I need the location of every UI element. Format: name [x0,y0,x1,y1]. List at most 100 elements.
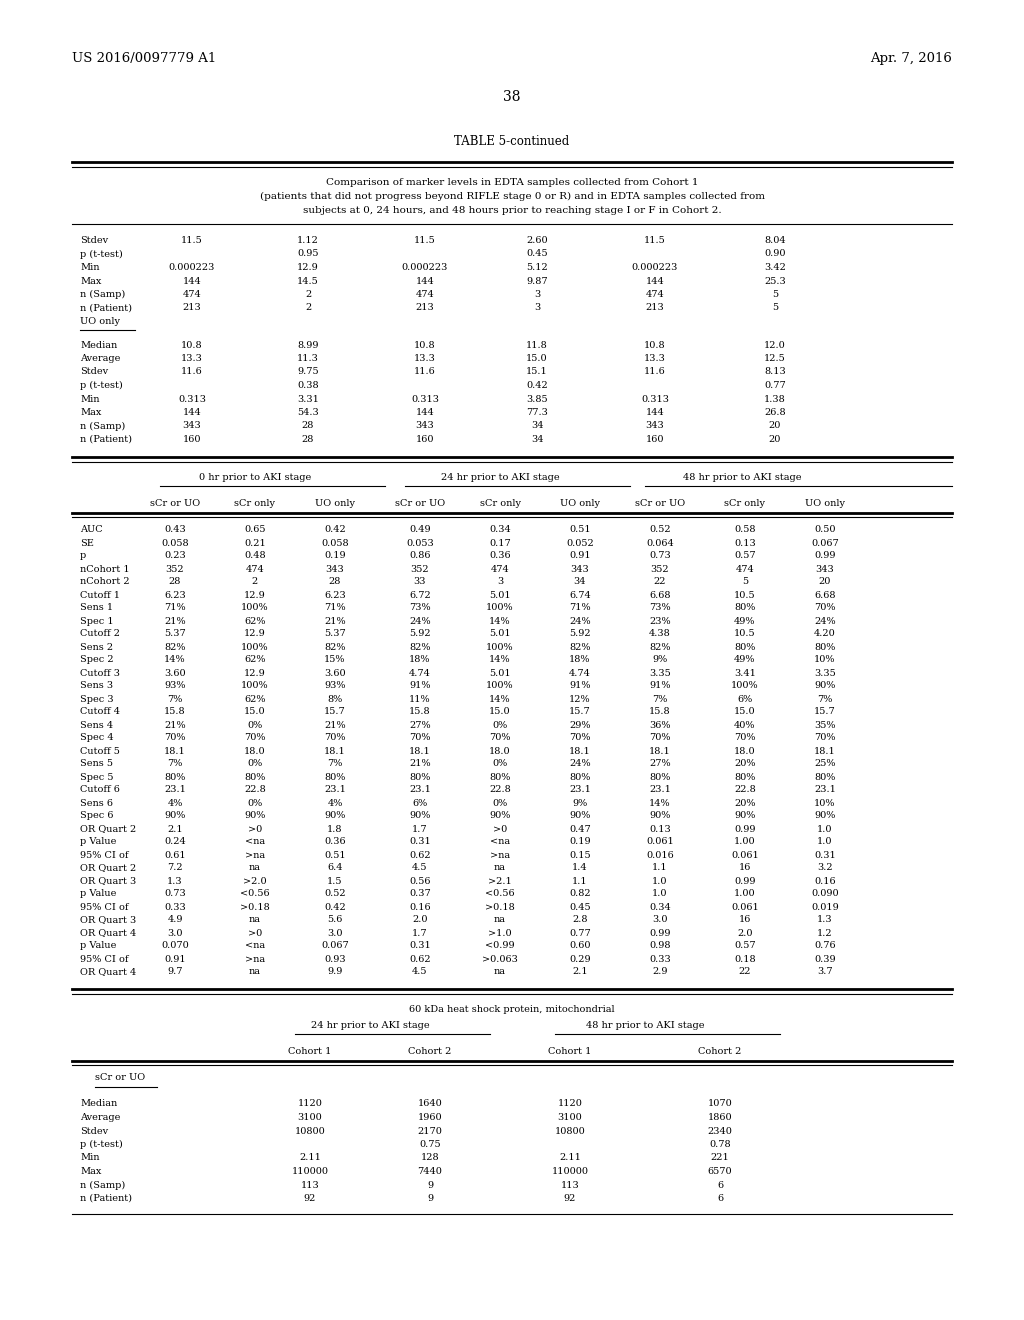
Text: 10.5: 10.5 [734,590,756,599]
Text: 9.87: 9.87 [526,276,548,285]
Text: 4%: 4% [167,799,182,808]
Text: 90%: 90% [814,681,836,690]
Text: 8.13: 8.13 [764,367,785,376]
Text: n (Samp): n (Samp) [80,421,125,430]
Text: UO only: UO only [560,499,600,507]
Text: 15.7: 15.7 [569,708,591,717]
Text: n (Patient): n (Patient) [80,436,132,444]
Text: 0.067: 0.067 [322,941,349,950]
Text: p Value: p Value [80,890,117,899]
Text: 12%: 12% [569,694,591,704]
Text: 160: 160 [416,436,434,444]
Text: 82%: 82% [569,643,591,652]
Text: p (t-test): p (t-test) [80,249,123,259]
Text: 14.5: 14.5 [297,276,318,285]
Text: Cutoff 5: Cutoff 5 [80,747,120,755]
Text: 0.19: 0.19 [569,837,591,846]
Text: 3.41: 3.41 [734,668,756,677]
Text: 0.15: 0.15 [569,850,591,859]
Text: 93%: 93% [164,681,185,690]
Text: 343: 343 [326,565,344,573]
Text: TABLE 5-continued: TABLE 5-continued [455,135,569,148]
Text: Average: Average [80,1113,121,1122]
Text: 0.18: 0.18 [734,954,756,964]
Text: 0.73: 0.73 [649,552,671,561]
Text: 11.5: 11.5 [181,236,203,246]
Text: 1.3: 1.3 [167,876,183,886]
Text: 22: 22 [738,968,752,977]
Text: 11.6: 11.6 [414,367,436,376]
Text: 6.23: 6.23 [164,590,186,599]
Text: >na: >na [245,850,265,859]
Text: 48 hr prior to AKI stage: 48 hr prior to AKI stage [683,473,802,482]
Text: 2170: 2170 [418,1126,442,1135]
Text: 28: 28 [169,578,181,586]
Text: 100%: 100% [486,681,514,690]
Text: 18.1: 18.1 [569,747,591,755]
Text: 0.43: 0.43 [164,525,186,535]
Text: 0%: 0% [248,721,262,730]
Text: 80%: 80% [814,643,836,652]
Text: Cutoff 4: Cutoff 4 [80,708,120,717]
Text: 213: 213 [182,304,202,313]
Text: 0.51: 0.51 [569,525,591,535]
Text: 48 hr prior to AKI stage: 48 hr prior to AKI stage [586,1020,705,1030]
Text: 0.016: 0.016 [646,850,674,859]
Text: 5.01: 5.01 [489,668,511,677]
Text: 0.62: 0.62 [410,954,431,964]
Text: 3.31: 3.31 [297,395,318,404]
Text: 5.6: 5.6 [328,916,343,924]
Text: Spec 2: Spec 2 [80,656,114,664]
Text: 7%: 7% [817,694,833,704]
Text: 15.0: 15.0 [489,708,511,717]
Text: 62%: 62% [245,656,266,664]
Text: 3.60: 3.60 [164,668,185,677]
Text: AUC: AUC [80,525,102,535]
Text: 1640: 1640 [418,1100,442,1109]
Text: 0.77: 0.77 [764,381,785,389]
Text: 0.23: 0.23 [164,552,186,561]
Text: 23.1: 23.1 [409,785,431,795]
Text: sCr or UO: sCr or UO [635,499,685,507]
Text: 34: 34 [573,578,587,586]
Text: 1070: 1070 [708,1100,732,1109]
Text: Sens 5: Sens 5 [80,759,113,768]
Text: 9: 9 [427,1180,433,1189]
Text: 20: 20 [819,578,831,586]
Text: 0.36: 0.36 [325,837,346,846]
Text: 15.1: 15.1 [526,367,548,376]
Text: 474: 474 [490,565,509,573]
Text: na: na [249,863,261,873]
Text: <na: <na [245,837,265,846]
Text: 15.7: 15.7 [814,708,836,717]
Text: 1.7: 1.7 [413,928,428,937]
Text: 10%: 10% [814,799,836,808]
Text: 0.77: 0.77 [569,928,591,937]
Text: 0.62: 0.62 [410,850,431,859]
Text: 27%: 27% [410,721,431,730]
Text: Median: Median [80,1100,118,1109]
Text: 70%: 70% [569,734,591,742]
Text: 0.52: 0.52 [649,525,671,535]
Text: sCr only: sCr only [234,499,275,507]
Text: 5: 5 [742,578,749,586]
Text: 90%: 90% [489,812,511,821]
Text: 0.98: 0.98 [649,941,671,950]
Text: 0.16: 0.16 [814,876,836,886]
Text: OR Quart 2: OR Quart 2 [80,863,136,873]
Text: 90%: 90% [569,812,591,821]
Text: UO only: UO only [805,499,845,507]
Text: 0%: 0% [493,799,508,808]
Text: 15.0: 15.0 [734,708,756,717]
Text: 0.99: 0.99 [734,825,756,833]
Text: 160: 160 [646,436,665,444]
Text: 1.2: 1.2 [817,928,833,937]
Text: 0.067: 0.067 [811,539,839,548]
Text: 22: 22 [653,578,667,586]
Text: 11.5: 11.5 [644,236,666,246]
Text: 8.99: 8.99 [297,341,318,350]
Text: 95% CI of: 95% CI of [80,903,128,912]
Text: Average: Average [80,354,121,363]
Text: 4.74: 4.74 [569,668,591,677]
Text: 343: 343 [416,421,434,430]
